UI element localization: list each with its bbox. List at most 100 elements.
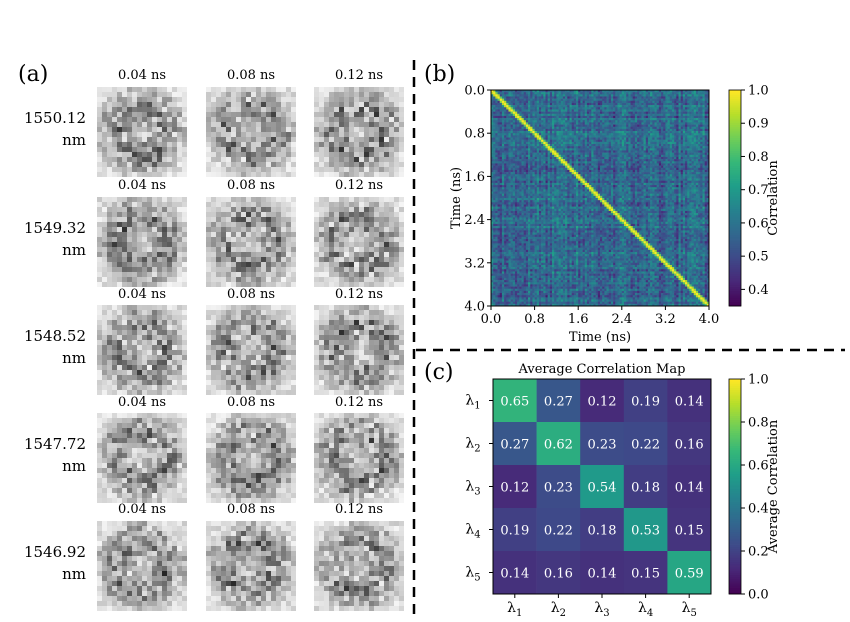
- heatmap-cell: [623, 465, 668, 509]
- heatmap-cell: [580, 465, 625, 509]
- colorbar-tick-label: 0.0: [748, 588, 769, 603]
- y-tick-label: 4.0: [464, 300, 485, 315]
- y-tick-label: λ2: [465, 436, 480, 455]
- speckle-image: [97, 305, 187, 395]
- heatmap-cell: [623, 422, 668, 466]
- heatmap-cell: [580, 508, 625, 552]
- heatmap-cell: [667, 422, 712, 466]
- y-tick-label: λ1: [465, 393, 480, 412]
- wavelength-value: 1547.72: [23, 435, 86, 453]
- speckle-image: [206, 305, 296, 395]
- wavelength-value: 1548.52: [23, 327, 86, 345]
- y-tick-label: 0.0: [464, 84, 485, 99]
- cell-value-label: 0.22: [544, 524, 573, 539]
- wavelength-unit: nm: [62, 565, 86, 583]
- heatmap-cell: [667, 508, 712, 552]
- speckle-image: [97, 87, 187, 177]
- cell-value-label: 0.16: [675, 438, 704, 453]
- colorbar-label: Average Correlation: [766, 419, 781, 554]
- wavelength-label: 1547.72 nm: [10, 433, 86, 477]
- wavelength-value: 1546.92: [23, 543, 86, 561]
- x-tick-label: λ2: [551, 600, 566, 619]
- panel-c-label: (c): [424, 360, 454, 385]
- panel-b-label: (b): [424, 62, 456, 87]
- colorbar-tick-label: 0.8: [748, 150, 769, 165]
- cell-value-label: 0.53: [631, 524, 660, 539]
- heatmap-cell: [493, 379, 537, 423]
- panel-a-label: (a): [18, 62, 49, 87]
- colorbar-tick-label: 0.4: [748, 283, 769, 298]
- colorbar-tick-label: 0.7: [748, 183, 769, 198]
- x-tick-label: λ1: [507, 600, 522, 619]
- time-label: 0.04 ns: [117, 68, 167, 83]
- heatmap-cell: [536, 422, 581, 466]
- cell-value-label: 0.23: [544, 481, 573, 496]
- cell-value-label: 0.12: [500, 481, 529, 496]
- x-tick-label: 4.0: [699, 312, 720, 327]
- cell-value-label: 0.14: [675, 481, 704, 496]
- cell-value-label: 0.27: [500, 438, 529, 453]
- speckle-image: [206, 521, 296, 611]
- wavelength-unit: nm: [62, 241, 86, 259]
- x-tick-label: 0.8: [524, 312, 545, 327]
- x-tick-label: λ5: [682, 600, 697, 619]
- time-label: 0.08 ns: [226, 287, 276, 302]
- speckle-image: [314, 305, 404, 395]
- cell-value-label: 0.18: [588, 524, 617, 539]
- colorbar: [728, 378, 742, 595]
- heatmap-cell: [536, 465, 581, 509]
- x-tick-label: λ3: [594, 600, 609, 619]
- y-tick-label: 1.6: [464, 170, 485, 185]
- time-label: 0.12 ns: [334, 68, 384, 83]
- colorbar-tick-label: 0.5: [748, 250, 769, 265]
- cell-value-label: 0.23: [588, 438, 617, 453]
- x-tick-label: λ4: [638, 600, 653, 619]
- wavelength-value: 1550.12: [23, 109, 86, 127]
- colorbar-tick-label: 0.2: [748, 545, 769, 560]
- colorbar-label: Correlation: [766, 160, 781, 236]
- y-tick-label: 3.2: [464, 256, 485, 271]
- y-tick-label: λ5: [465, 565, 480, 584]
- colorbar-tick-label: 1.0: [748, 373, 769, 388]
- colorbar-tick-label: 0.6: [748, 216, 769, 231]
- speckle-image: [314, 413, 404, 503]
- time-label: 0.08 ns: [226, 502, 276, 517]
- wavelength-value: 1549.32: [23, 219, 86, 237]
- cell-value-label: 0.59: [675, 567, 704, 582]
- cell-value-label: 0.19: [500, 524, 529, 539]
- time-label: 0.04 ns: [117, 395, 167, 410]
- wavelength-label: 1546.92 nm: [10, 541, 86, 585]
- heatmap-cell: [623, 551, 668, 595]
- heatmap-cell: [623, 379, 668, 423]
- heatmap-cell: [493, 508, 537, 552]
- speckle-image: [97, 521, 187, 611]
- x-tick-label: 3.2: [655, 312, 676, 327]
- heatmap-cell: [580, 551, 625, 595]
- heatmap-cell: [493, 465, 537, 509]
- colorbar-tick-label: 0.4: [748, 502, 769, 517]
- time-label: 0.08 ns: [226, 395, 276, 410]
- x-axis-label: Time (ns): [569, 330, 631, 345]
- colorbar: [728, 89, 742, 307]
- heatmap-cell: [580, 379, 625, 423]
- wavelength-label: 1550.12 nm: [10, 107, 86, 151]
- heatmap-cell: [536, 551, 581, 595]
- heatmap-cell: [667, 551, 712, 595]
- y-tick-label: 2.4: [464, 213, 485, 228]
- wavelength-label: 1548.52 nm: [10, 325, 86, 369]
- cell-value-label: 0.15: [675, 524, 704, 539]
- time-label: 0.04 ns: [117, 287, 167, 302]
- speckle-image: [206, 197, 296, 287]
- time-label: 0.08 ns: [226, 178, 276, 193]
- time-label: 0.04 ns: [117, 502, 167, 517]
- heatmap-cell: [580, 422, 625, 466]
- heatmap-cells: [491, 90, 710, 307]
- time-label: 0.12 ns: [334, 395, 384, 410]
- speckle-image: [314, 521, 404, 611]
- colorbar-tick-label: 0.8: [748, 416, 769, 431]
- colorbar-tick-label: 1.0: [748, 84, 769, 99]
- cell-value-label: 0.22: [631, 438, 660, 453]
- cell-value-label: 0.62: [544, 438, 573, 453]
- cell-value-label: 0.14: [675, 395, 704, 410]
